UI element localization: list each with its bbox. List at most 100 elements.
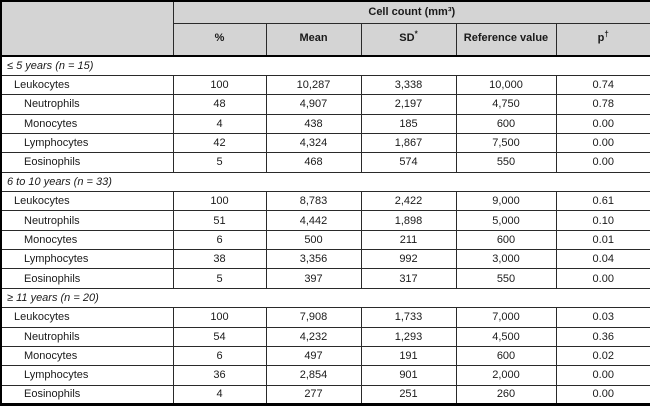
cell-value-mean: 3,356 — [265, 249, 362, 270]
row-label: Eosinophils — [0, 152, 174, 173]
cell-value-mean: 7,908 — [265, 307, 362, 328]
cell-value-sd: 211 — [360, 229, 457, 251]
cell-value-percent: 38 — [172, 249, 267, 270]
table-row: Lymphocytes 36 2,854 901 2,000 0.00 — [0, 365, 650, 386]
cell-value-reference-value: 550 — [455, 152, 557, 173]
cell-value-sd: 992 — [360, 249, 457, 270]
cell-value-p: 0.00 — [555, 365, 650, 386]
row-label: Monocytes — [0, 345, 174, 367]
cell-value-sd: 185 — [360, 113, 457, 134]
row-label: Leukocytes — [0, 74, 174, 96]
cell-value-sd: 3,338 — [360, 74, 457, 96]
cell-value-mean: 10,287 — [265, 74, 362, 96]
cell-value-percent: 51 — [172, 210, 267, 231]
table-title: Cell count (mm³) — [172, 0, 650, 24]
table-row: Eosinophils 5 397 317 550 0.00 — [0, 268, 650, 289]
row-label: Lymphocytes — [0, 365, 174, 386]
cell-value-sd: 191 — [360, 345, 457, 367]
cell-value-p: 0.74 — [555, 74, 650, 96]
column-header-p-footnote-mark: † — [604, 29, 609, 39]
table-row: Eosinophils 4 277 251 260 0.00 — [0, 384, 650, 406]
cell-value-sd: 1,293 — [360, 326, 457, 347]
table-row: Monocytes 6 497 191 600 0.02 — [0, 345, 650, 367]
corner-cell — [0, 0, 174, 57]
group-header-label: ≥ 11 years (n = 20) — [0, 287, 650, 309]
table-row: Eosinophils 5 468 574 550 0.00 — [0, 152, 650, 173]
table-row: Neutrophils 48 4,907 2,197 4,750 0.78 — [0, 94, 650, 115]
column-header-sd: SD* — [360, 22, 457, 57]
cell-value-percent: 100 — [172, 307, 267, 328]
header-columns-row: % Mean SD* Reference value p† — [1, 22, 650, 57]
row-label: Monocytes — [0, 229, 174, 251]
column-header-reference-value: Reference value — [455, 22, 557, 57]
table-row: Lymphocytes 42 4,324 1,867 7,500 0.00 — [0, 132, 650, 154]
cell-value-percent: 6 — [172, 345, 267, 367]
cell-value-sd: 2,422 — [360, 191, 457, 212]
cell-value-sd: 1,898 — [360, 210, 457, 231]
cell-value-reference-value: 9,000 — [455, 191, 557, 212]
cell-value-reference-value: 550 — [455, 268, 557, 289]
cell-value-sd: 574 — [360, 152, 457, 173]
row-label: Monocytes — [0, 113, 174, 134]
cell-value-reference-value: 5,000 — [455, 210, 557, 231]
cell-value-mean: 277 — [265, 384, 362, 406]
cell-value-p: 0.04 — [555, 249, 650, 270]
cell-value-reference-value: 4,750 — [455, 94, 557, 115]
cell-value-p: 0.61 — [555, 191, 650, 212]
cell-value-reference-value: 600 — [455, 345, 557, 367]
cell-value-p: 0.01 — [555, 229, 650, 251]
table-row: Lymphocytes 38 3,356 992 3,000 0.04 — [0, 249, 650, 270]
cell-value-percent: 36 — [172, 365, 267, 386]
cell-value-p: 0.00 — [555, 152, 650, 173]
cell-value-percent: 42 — [172, 132, 267, 154]
row-label: Lymphocytes — [0, 132, 174, 154]
cell-value-mean: 468 — [265, 152, 362, 173]
cell-value-reference-value: 3,000 — [455, 249, 557, 270]
cell-value-mean: 4,324 — [265, 132, 362, 154]
cell-value-percent: 54 — [172, 326, 267, 347]
table-row: Neutrophils 54 4,232 1,293 4,500 0.36 — [0, 326, 650, 347]
cell-value-percent: 48 — [172, 94, 267, 115]
table-body: ≤ 5 years (n = 15) Leukocytes 100 10,287 3,3… — [0, 55, 650, 406]
table-row: Leukocytes 100 10,287 3,338 10,000 0.74 — [0, 74, 650, 96]
cell-value-percent: 100 — [172, 191, 267, 212]
column-header-sd-footnote-mark: * — [414, 29, 418, 39]
cell-value-mean: 438 — [265, 113, 362, 134]
cell-value-p: 0.78 — [555, 94, 650, 115]
cell-value-reference-value: 7,000 — [455, 307, 557, 328]
cell-value-p: 0.00 — [555, 113, 650, 134]
group-header-label: 6 to 10 years (n = 33) — [0, 171, 650, 193]
column-header-mean: Mean — [265, 22, 362, 57]
row-label: Neutrophils — [0, 210, 174, 231]
row-label: Neutrophils — [0, 326, 174, 347]
cell-value-sd: 251 — [360, 384, 457, 406]
cell-value-percent: 6 — [172, 229, 267, 251]
cell-value-sd: 1,867 — [360, 132, 457, 154]
group-header-row: 6 to 10 years (n = 33) — [0, 171, 650, 193]
row-label: Neutrophils — [0, 94, 174, 115]
group-header-row: ≤ 5 years (n = 15) — [0, 55, 650, 76]
group-header-row: ≥ 11 years (n = 20) — [0, 287, 650, 309]
cell-value-percent: 5 — [172, 152, 267, 173]
row-label: Eosinophils — [0, 384, 174, 406]
cell-value-p: 0.10 — [555, 210, 650, 231]
cell-value-p: 0.36 — [555, 326, 650, 347]
cell-value-p: 0.00 — [555, 384, 650, 406]
cell-value-reference-value: 4,500 — [455, 326, 557, 347]
row-label: Leukocytes — [0, 191, 174, 212]
cell-value-mean: 4,232 — [265, 326, 362, 347]
table-row: Leukocytes 100 8,783 2,422 9,000 0.61 — [0, 191, 650, 212]
table-row: Monocytes 4 438 185 600 0.00 — [0, 113, 650, 134]
cell-value-reference-value: 10,000 — [455, 74, 557, 96]
column-header-percent: % — [172, 22, 267, 57]
cell-value-sd: 1,733 — [360, 307, 457, 328]
row-label: Eosinophils — [0, 268, 174, 289]
cell-value-percent: 5 — [172, 268, 267, 289]
group-header-label: ≤ 5 years (n = 15) — [0, 55, 650, 76]
header-title-row: Cell count (mm³) — [0, 0, 650, 57]
cell-value-percent: 100 — [172, 74, 267, 96]
table-header: Cell count (mm³) % Mean SD* Reference value… — [0, 0, 650, 57]
cell-value-mean: 4,442 — [265, 210, 362, 231]
